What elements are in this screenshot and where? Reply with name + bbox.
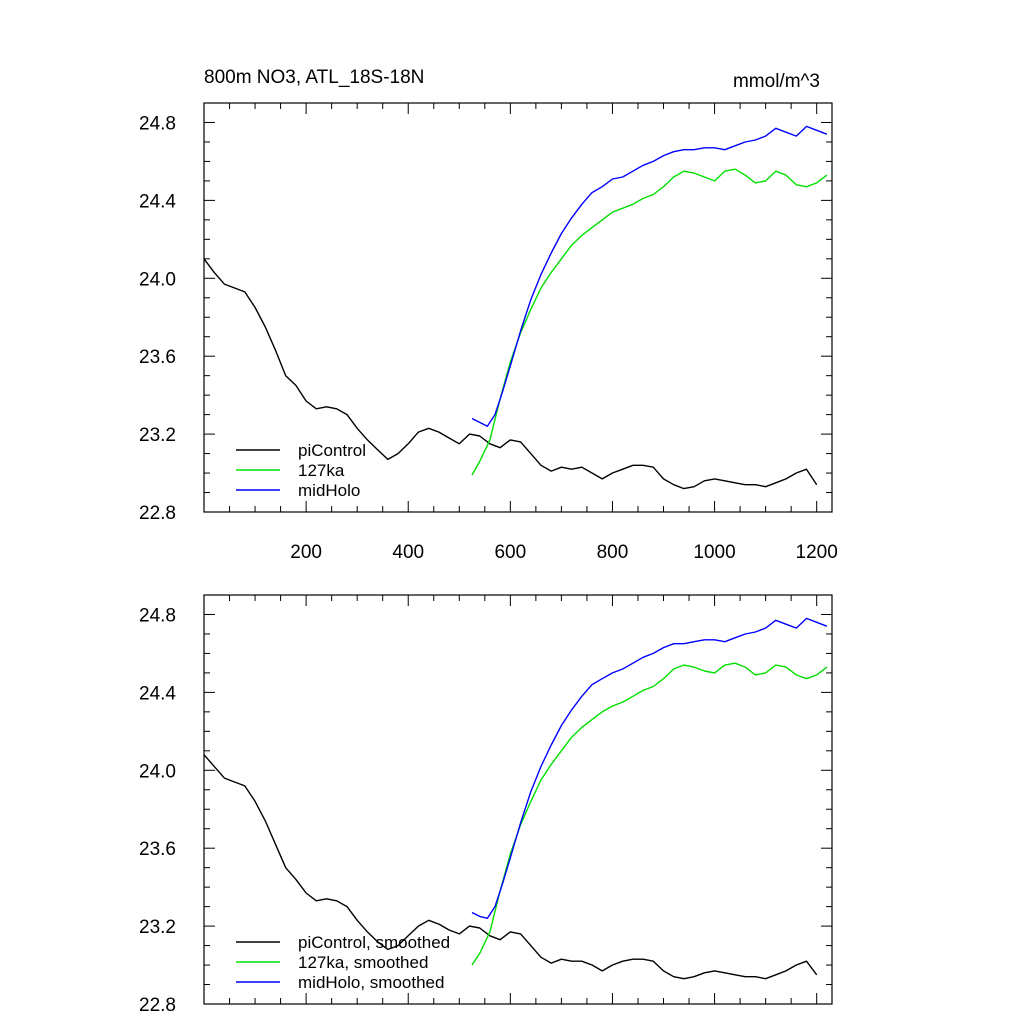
legend-label: 127ka [298, 461, 345, 480]
y-tick-label: 23.6 [139, 347, 176, 368]
y-tick-label: 23.6 [139, 839, 176, 860]
series-line-picontrol-smoothed [203, 754, 818, 980]
series-line-picontrol [203, 258, 818, 490]
x-tick-label: 1000 [693, 542, 735, 563]
x-tick-label: 800 [597, 542, 629, 563]
chart-panel-1: 22.8 23.2 23.6 24.0 24.4 24.8 200 400 600 800 1000… [139, 67, 838, 563]
legend-label: 127ka, smoothed [298, 953, 428, 972]
y-tick-label: 22.8 [139, 503, 176, 524]
series-line-127ka [471, 168, 828, 476]
x-tick-label: 1200 [796, 542, 838, 563]
x-tick-label: 200 [290, 542, 322, 563]
y-tick-label: 23.2 [139, 917, 176, 938]
plot-frame [203, 594, 833, 1005]
series-line-midholo [471, 125, 828, 427]
y-tick-label: 24.8 [139, 605, 176, 626]
series-line-127ka-smoothed [471, 662, 828, 966]
chart-panel-2: 22.8 23.2 23.6 24.0 24.4 24.8 piControl, smoot… [139, 594, 833, 1016]
y-tick-label: 23.2 [139, 425, 176, 446]
plot-frame [203, 102, 833, 513]
y-tick-label: 24.0 [139, 761, 176, 782]
x-tick-label: 400 [392, 542, 424, 563]
legend-label: midHolo, smoothed [298, 973, 444, 992]
legend-label: piControl, smoothed [298, 933, 450, 952]
legend-label: midHolo [298, 481, 360, 500]
y-tick-label: 24.4 [139, 191, 176, 212]
y-tick-label: 22.8 [139, 995, 176, 1016]
series-line-midholo-smoothed [471, 617, 828, 919]
units-label: mmol/m^3 [733, 71, 820, 92]
y-tick-label: 24.0 [139, 269, 176, 290]
x-tick-label: 600 [494, 542, 526, 563]
y-tick-label: 24.8 [139, 113, 176, 134]
chart-title: 800m NO3, ATL_18S-18N [204, 67, 424, 88]
legend-label: piControl [298, 441, 366, 460]
y-tick-label: 24.4 [139, 683, 176, 704]
